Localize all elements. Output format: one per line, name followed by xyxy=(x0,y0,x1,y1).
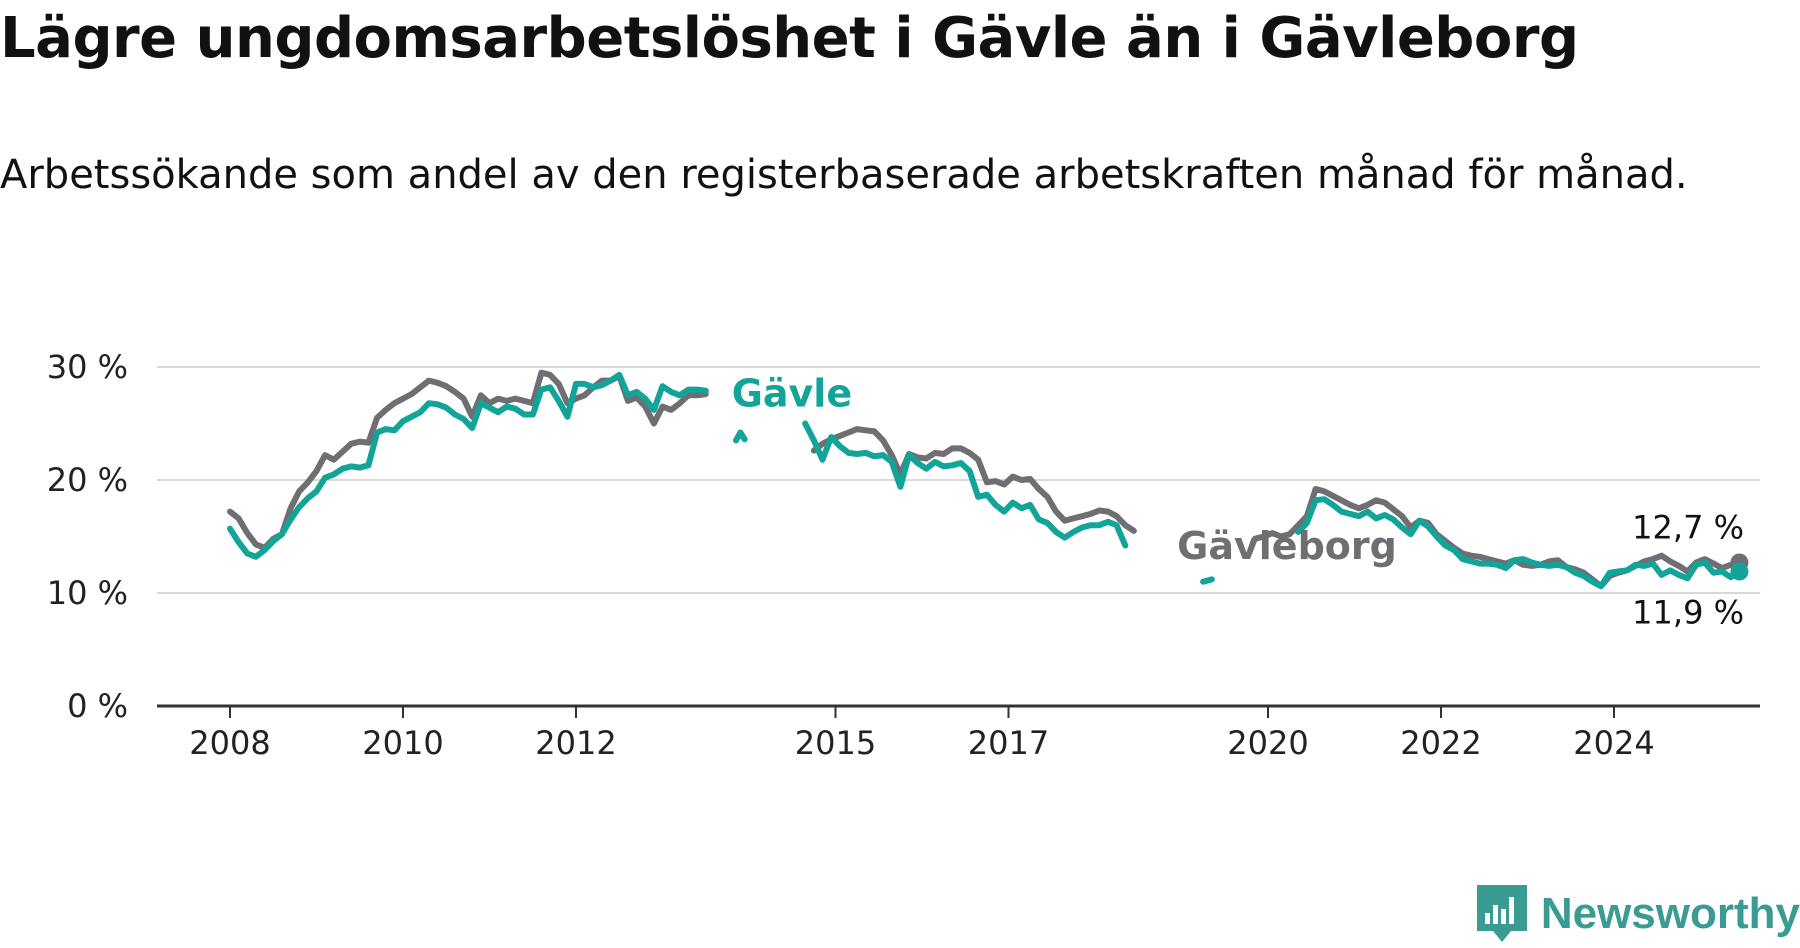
end-marker-gavle xyxy=(1730,563,1748,581)
brand-logo: Newsworthy xyxy=(1477,884,1800,944)
y-axis-ticks: 0 % 10 % 20 % 30 % xyxy=(47,348,128,725)
x-tick-label: 2024 xyxy=(1573,724,1654,762)
y-tick-label: 0 % xyxy=(67,687,128,725)
x-tick-label: 2010 xyxy=(362,724,443,762)
x-tick-label: 2008 xyxy=(189,724,270,762)
end-label-gavle: 11,9 % xyxy=(1632,594,1744,632)
newsworthy-logo-icon xyxy=(1477,885,1527,943)
x-tick-label: 2012 xyxy=(535,724,616,762)
series-label-gavle: Gävle xyxy=(732,372,852,416)
y-tick-label: 10 % xyxy=(47,574,128,612)
x-tick-label: 2022 xyxy=(1400,724,1481,762)
end-label-gavleborg: 12,7 % xyxy=(1632,508,1744,546)
x-tick-label: 2017 xyxy=(968,724,1049,762)
line-chart: 0 % 10 % 20 % 30 % 2008 2010 2012 2015 2017 2020… xyxy=(0,0,1800,948)
series-label-gavleborg: Gävleborg xyxy=(1177,524,1397,568)
x-tick-label: 2020 xyxy=(1227,724,1308,762)
x-tick-label: 2015 xyxy=(795,724,876,762)
x-axis-ticks: 2008 2010 2012 2015 2017 2020 2022 2024 xyxy=(189,706,1654,762)
brand-name: Newsworthy xyxy=(1541,889,1800,939)
y-tick-label: 20 % xyxy=(47,461,128,499)
y-tick-label: 30 % xyxy=(47,348,128,386)
